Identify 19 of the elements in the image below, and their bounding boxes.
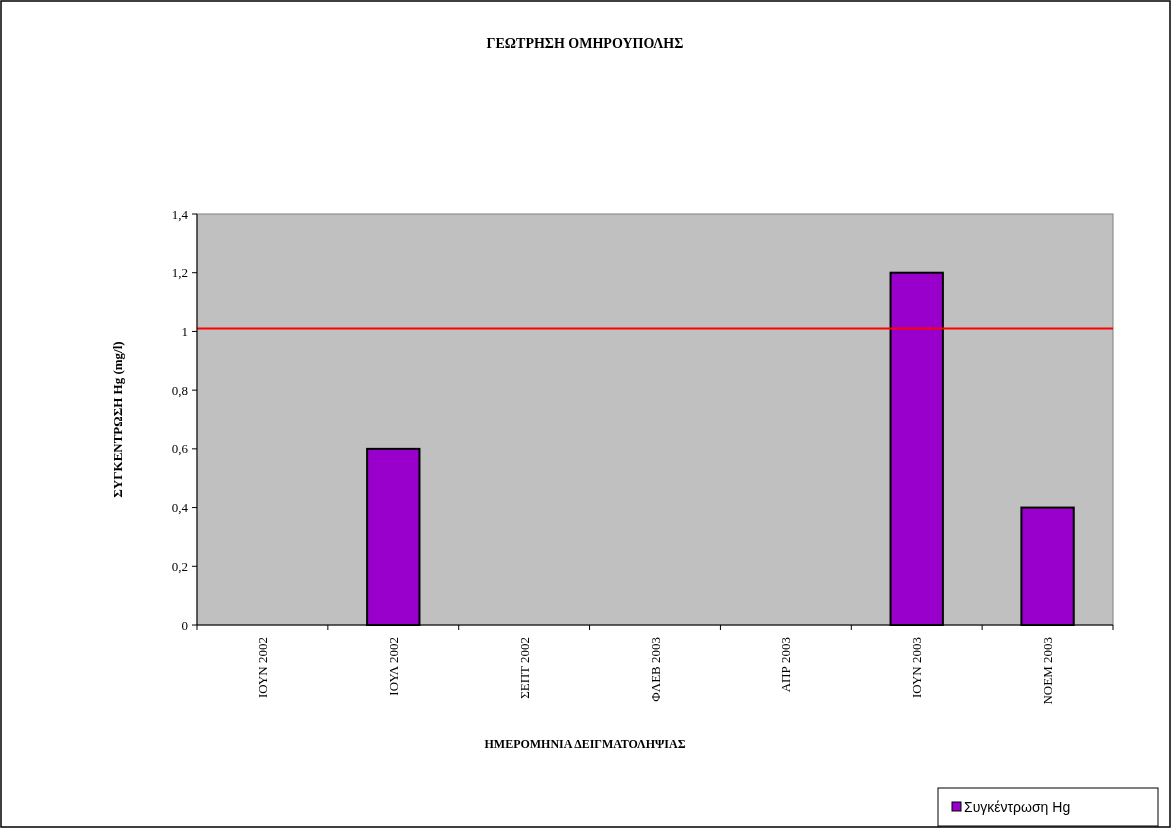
y-tick-label: 1,2	[171, 265, 188, 281]
y-tick-label: 1,4	[171, 206, 189, 222]
y-axis-title: ΣΥΓΚΕΝΤΡΩΣΗ Hg (mg/l)	[110, 341, 125, 498]
y-tick-label: 0,2	[171, 558, 188, 574]
x-tick-label: ΣΕΠΤ 2002	[516, 637, 532, 699]
x-tick-label: ΑΠΡ 2003	[778, 637, 794, 693]
x-tick-label: ΝΟΕΜ 2003	[1040, 637, 1056, 705]
y-tick-label: 0,8	[171, 382, 188, 398]
y-tick-label: 1	[181, 323, 188, 339]
y-tick-label: 0,4	[171, 500, 189, 516]
x-tick-label: ΦΛΕΒ 2003	[647, 637, 663, 702]
x-tick-label: ΙΟΥΝ 2002	[254, 637, 270, 699]
x-tick-label: ΙΟΥΝ 2003	[909, 637, 925, 699]
legend-label: Συγκέντρωση Hg	[964, 798, 1071, 815]
chart-title: ΓΕΩΤΡΗΣΗ ΟΜΗΡΟΥΠΟΛΗΣ	[486, 36, 684, 51]
y-tick-label: 0	[181, 617, 188, 633]
x-axis-title: ΗΜΕΡΟΜΗΝΙΑ ΔΕΙΓΜΑΤΟΛΗΨΙΑΣ	[484, 737, 686, 751]
x-tick-label: ΙΟΥΛ 2002	[385, 637, 401, 696]
y-tick-label: 0,6	[171, 441, 189, 457]
